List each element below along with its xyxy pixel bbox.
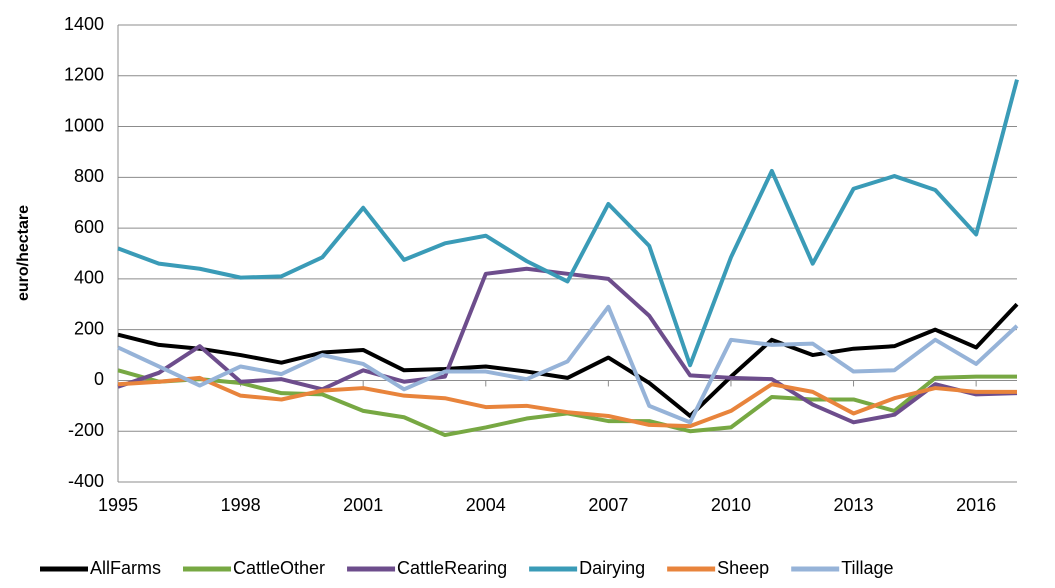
legend-label: CattleOther <box>233 558 325 578</box>
legend-label: Tillage <box>841 558 893 578</box>
y-tick-label: 0 <box>94 369 104 389</box>
x-tick-label: 2004 <box>466 495 506 515</box>
y-tick-label: -200 <box>68 420 104 440</box>
x-tick-label: 2016 <box>956 495 996 515</box>
y-tick-label: 600 <box>74 217 104 237</box>
y-tick-label: 800 <box>74 166 104 186</box>
x-tick-label: 2010 <box>711 495 751 515</box>
y-tick-label: 1200 <box>64 65 104 85</box>
x-tick-label: 1995 <box>98 495 138 515</box>
y-tick-label: 200 <box>74 318 104 338</box>
series-line <box>117 302 1019 418</box>
x-tick-label: 2001 <box>343 495 383 515</box>
y-tick-label: 1000 <box>64 115 104 135</box>
legend-label: Dairying <box>579 558 645 578</box>
x-tick-label: 2007 <box>588 495 628 515</box>
series-line <box>117 304 1019 425</box>
y-axis-title: euro/hectare <box>15 205 32 301</box>
series-line <box>117 79 1019 368</box>
series-line <box>117 375 1017 429</box>
x-tick-label: 1998 <box>221 495 261 515</box>
legend-label: Sheep <box>717 558 769 578</box>
series-line <box>117 266 1018 425</box>
legend-label: CattleRearing <box>397 558 507 578</box>
y-tick-label: 1400 <box>64 14 104 34</box>
y-tick-label: -400 <box>68 471 104 491</box>
legend-label: AllFarms <box>90 558 161 578</box>
x-tick-label: 2013 <box>834 495 874 515</box>
y-tick-label: 400 <box>74 268 104 288</box>
